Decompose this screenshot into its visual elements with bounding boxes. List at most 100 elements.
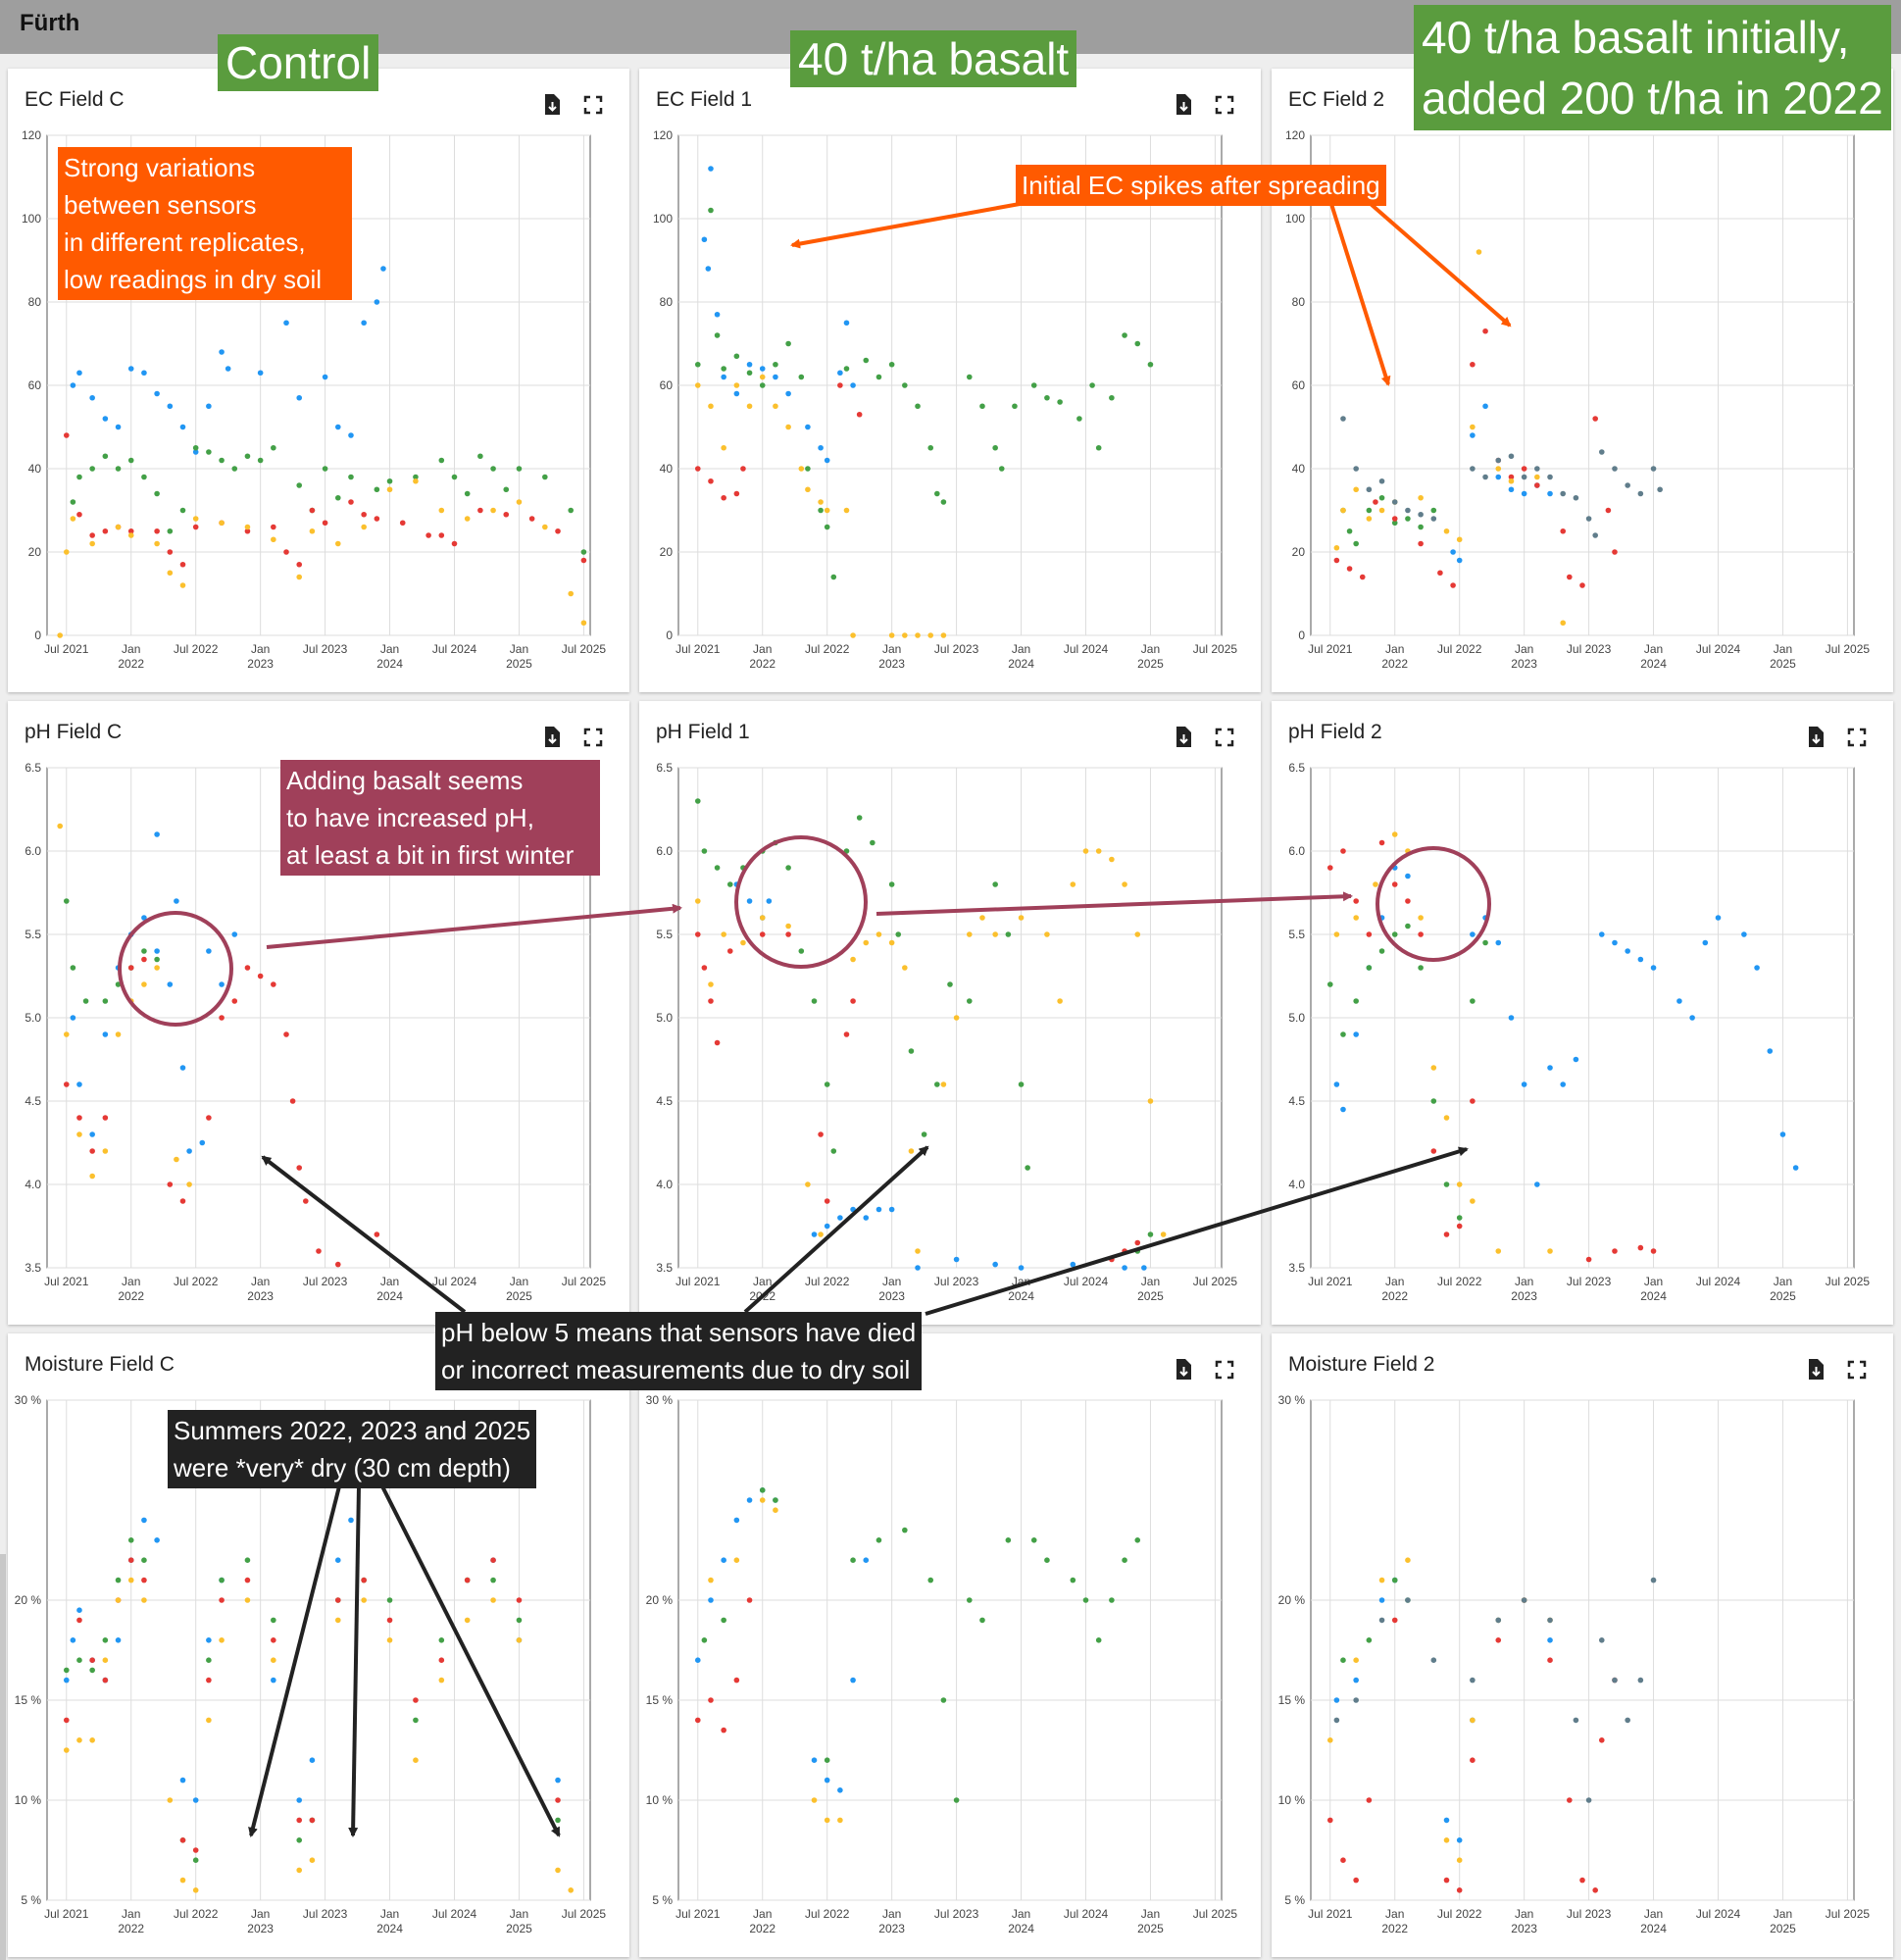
data-point-blue — [708, 166, 714, 172]
x-tick-label: Jan — [1644, 1907, 1663, 1921]
data-point-yellow — [992, 931, 998, 937]
y-tick-label: 5.0 — [656, 1011, 673, 1025]
y-tick-label: 5 % — [652, 1893, 673, 1907]
data-point-blue — [824, 1223, 830, 1230]
data-point-yellow — [154, 965, 160, 971]
fullscreen-icon[interactable] — [1844, 725, 1870, 750]
x-tick-label: Jan — [1774, 642, 1792, 656]
data-point-blue — [1333, 1697, 1340, 1703]
y-tick-label: 120 — [1285, 128, 1305, 142]
data-point-green — [856, 815, 863, 821]
fullscreen-icon[interactable] — [1844, 1357, 1870, 1382]
x-tick-label: Jul 2025 — [562, 642, 607, 656]
plot-frame — [1310, 1399, 1855, 1901]
annotation-ec-spikes: Initial EC spikes after spreading — [1016, 165, 1386, 206]
export-icon[interactable] — [1803, 725, 1828, 750]
data-point-red — [759, 931, 766, 937]
data-point-blue — [1018, 1265, 1025, 1271]
data-point-grey — [1378, 1617, 1385, 1624]
data-point-yellow — [102, 1657, 109, 1663]
data-point-red — [425, 532, 431, 538]
y-tick-label: 100 — [653, 212, 673, 226]
data-point-grey — [1560, 490, 1567, 497]
x-tick-label: Jul 2025 — [1193, 642, 1238, 656]
data-point-yellow — [721, 931, 726, 937]
export-icon[interactable] — [539, 725, 565, 750]
chart-card: EC Field 1 0 20 40 60 80 100 120 Jul 2021 Jan 2022… — [639, 69, 1261, 692]
x-tick-label: Jan — [1012, 642, 1030, 656]
data-point-blue — [1650, 965, 1657, 971]
x-tick-label: Jan — [1012, 1275, 1030, 1288]
data-point-blue — [374, 299, 380, 305]
data-point-blue — [192, 1797, 199, 1803]
fullscreen-icon[interactable] — [580, 725, 606, 750]
data-point-blue — [257, 370, 264, 377]
export-icon[interactable] — [1171, 92, 1196, 118]
data-point-green — [759, 382, 766, 388]
data-point-blue — [953, 1256, 960, 1263]
data-point-yellow — [759, 915, 766, 921]
data-point-blue — [1637, 956, 1644, 963]
data-point-red — [63, 1081, 70, 1087]
x-tick-label: Jul 2024 — [1064, 1907, 1109, 1921]
export-icon[interactable] — [1803, 1357, 1828, 1382]
data-point-grey — [1637, 1677, 1644, 1684]
x-tick-label: Jul 2023 — [1567, 642, 1612, 656]
y-tick-label: 4.0 — [1288, 1178, 1305, 1191]
data-point-yellow — [186, 1181, 192, 1187]
y-tick-label: 6.0 — [25, 844, 41, 858]
data-point-blue — [154, 390, 160, 397]
data-point-grey — [1470, 466, 1476, 472]
x-tick-label: Jul 2023 — [934, 642, 979, 656]
export-icon[interactable] — [1171, 725, 1196, 750]
export-icon[interactable] — [539, 92, 565, 118]
y-tick-label: 3.5 — [25, 1261, 41, 1275]
data-point-green — [154, 956, 160, 963]
data-point-yellow — [863, 939, 870, 946]
chart-card: EC Field 2 0 20 40 60 80 100 120 Jul 2021 Jan 2022… — [1272, 69, 1893, 692]
export-icon[interactable] — [1171, 1357, 1196, 1382]
data-point-grey — [1495, 457, 1502, 464]
data-point-yellow — [708, 1577, 714, 1583]
y-tick-label: 40 — [660, 462, 674, 476]
x-tick-label-year: 2024 — [1640, 1289, 1667, 1303]
data-point-red — [1443, 1877, 1450, 1884]
fullscreen-icon[interactable] — [1212, 725, 1237, 750]
data-point-red — [219, 1015, 225, 1021]
data-point-red — [1470, 361, 1476, 368]
data-point-blue — [766, 898, 773, 904]
y-tick-label: 5.0 — [25, 1011, 41, 1025]
data-point-yellow — [438, 507, 445, 514]
data-point-green — [1482, 939, 1488, 946]
data-point-grey — [1612, 466, 1618, 472]
y-tick-label: 30 % — [15, 1393, 42, 1407]
data-point-blue — [154, 1537, 160, 1543]
data-point-grey — [1521, 1597, 1527, 1603]
data-point-red — [438, 1657, 445, 1663]
data-point-yellow — [953, 1015, 960, 1021]
data-point-green — [1005, 931, 1012, 937]
data-point-yellow — [708, 403, 714, 410]
data-point-yellow — [127, 532, 134, 538]
data-point-blue — [701, 236, 708, 243]
data-point-green — [721, 1617, 726, 1624]
data-point-red — [555, 1797, 561, 1803]
data-point-red — [316, 1248, 322, 1254]
y-tick-label: 3.5 — [656, 1261, 673, 1275]
data-point-green — [141, 474, 147, 480]
data-point-red — [1579, 1877, 1585, 1884]
data-point-blue — [850, 1677, 856, 1684]
data-point-red — [1450, 582, 1456, 588]
fullscreen-icon[interactable] — [1212, 92, 1237, 118]
data-point-yellow — [1333, 931, 1340, 937]
fullscreen-icon[interactable] — [1212, 1357, 1237, 1382]
fullscreen-icon[interactable] — [580, 92, 606, 118]
data-point-red — [1418, 931, 1424, 937]
data-point-green — [568, 507, 575, 514]
data-point-yellow — [888, 632, 895, 638]
data-point-green — [843, 848, 850, 854]
x-tick-label-year: 2022 — [118, 1922, 144, 1935]
data-point-blue — [1534, 1181, 1540, 1187]
data-point-yellow — [115, 1597, 122, 1603]
x-tick-label-year: 2022 — [1381, 1922, 1408, 1935]
